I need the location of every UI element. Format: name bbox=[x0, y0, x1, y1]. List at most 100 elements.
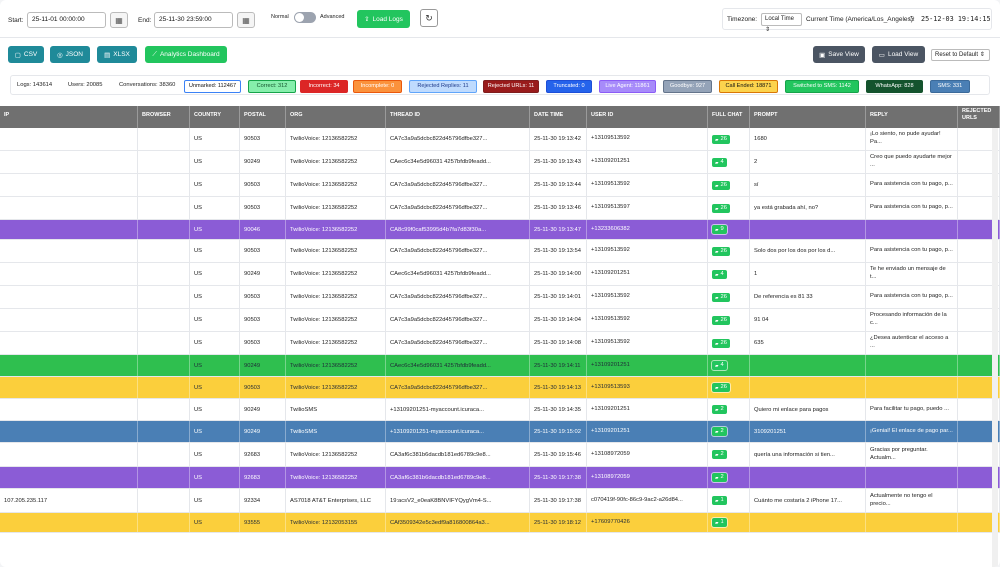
column-header[interactable]: COUNTRY bbox=[190, 106, 240, 128]
filter-chip[interactable]: Unmarked: 112467 bbox=[184, 80, 241, 93]
table-row[interactable]: US 90249 TwilioSMS +13109201251-myaccount.i… bbox=[0, 421, 1000, 443]
start-date-input[interactable]: 25-11-01 00:00:00 bbox=[27, 12, 106, 28]
column-header[interactable]: USER ID bbox=[587, 106, 708, 128]
ip-cell bbox=[0, 240, 138, 262]
full-chat-button[interactable]: ▰ 4 bbox=[711, 360, 728, 371]
table-scrollbar[interactable] bbox=[992, 128, 998, 567]
prompt-cell: quería una información si tien... bbox=[750, 443, 866, 466]
table-row[interactable]: US 90249 TwilioVoice: 12136582252 CAec6c34e… bbox=[0, 263, 1000, 286]
timezone-select[interactable]: Local Time ⇕ bbox=[761, 13, 802, 33]
full-chat-button[interactable]: ▰ 2 bbox=[712, 450, 727, 459]
table-row[interactable]: US 90249 TwilioVoice: 12136582252 CAec6c34e… bbox=[0, 151, 1000, 174]
column-header[interactable]: BROWSER bbox=[138, 106, 190, 128]
save-view-button[interactable]: ▣ Save View bbox=[813, 46, 865, 63]
filter-chip[interactable]: Call Ended: 18871 bbox=[719, 80, 778, 93]
column-header[interactable]: IP bbox=[0, 106, 138, 128]
filter-chip[interactable]: Incorrect: 34 bbox=[300, 80, 348, 93]
mode-toggle[interactable] bbox=[294, 12, 316, 23]
filter-chip[interactable]: Truncated: 0 bbox=[546, 80, 592, 93]
filter-chip[interactable]: Rejected URLs: 11 bbox=[483, 80, 539, 93]
full-chat-button[interactable]: ▰ 26 bbox=[712, 315, 730, 325]
full-chat-button[interactable]: ▰ 26 bbox=[712, 338, 730, 348]
table-row[interactable]: US 90503 TwilioVoice: 12136582252 CA7c3a9a5… bbox=[0, 377, 1000, 399]
load-logs-button[interactable]: ⇪ Load Logs bbox=[357, 10, 410, 28]
full-chat-button[interactable]: ▰ 4 bbox=[712, 157, 727, 167]
table-row[interactable]: US 90503 TwilioVoice: 12136582252 CA7c3a9a5… bbox=[0, 240, 1000, 263]
full-chat-button[interactable]: ▰ 26 bbox=[711, 382, 731, 393]
start-calendar-button[interactable]: ▦ bbox=[110, 12, 128, 28]
clock-icon: ◷ bbox=[909, 16, 915, 22]
table-row[interactable]: US 92683 TwilioVoice: 12136582252 CA3af6c38… bbox=[0, 467, 1000, 489]
column-header[interactable]: POSTAL bbox=[240, 106, 286, 128]
column-header[interactable]: ORG bbox=[286, 106, 386, 128]
full-chat-button[interactable]: ▰ 9 bbox=[711, 224, 728, 235]
table-row[interactable]: US 90503 TwilioVoice: 12136582252 CA7c3a9a5… bbox=[0, 332, 1000, 355]
table-row[interactable]: US 90503 TwilioVoice: 12136582252 CA7c3a9a5… bbox=[0, 309, 1000, 332]
full-chat-button[interactable]: ▰ 4 bbox=[712, 269, 727, 279]
full-chat-cell: ▰ 26 bbox=[708, 286, 750, 308]
full-chat-button[interactable]: ▰ 26 bbox=[712, 246, 730, 256]
table-row[interactable]: US 90503 TwilioVoice: 12136582252 CA7c3a9a5… bbox=[0, 174, 1000, 197]
column-header[interactable]: DATE TIME bbox=[530, 106, 587, 128]
table-row[interactable]: US 90503 TwilioVoice: 12136582252 CA7c3a9a5… bbox=[0, 197, 1000, 220]
table-row[interactable]: US 90503 TwilioVoice: 12136582252 CA7c3a9a5… bbox=[0, 286, 1000, 309]
full-chat-button[interactable]: ▰ 26 bbox=[712, 180, 730, 190]
country-cell: US bbox=[190, 220, 240, 239]
reset-view-select[interactable]: Reset to Default ⇕ bbox=[931, 49, 990, 61]
refresh-button[interactable]: ↻ bbox=[420, 9, 438, 27]
table-row[interactable]: US 90046 TwilioVoice: 12136582252 CA8c99f0c… bbox=[0, 220, 1000, 240]
export-csv-button[interactable]: ▢ CSV bbox=[8, 46, 44, 63]
table-row[interactable]: 107.205.235.117 US 92334 AS7018 AT&T Enterp… bbox=[0, 489, 1000, 513]
column-header[interactable]: THREAD ID bbox=[386, 106, 530, 128]
chat-count: 4 bbox=[720, 270, 724, 277]
filter-chip[interactable]: Incomplete: 0 bbox=[353, 80, 402, 93]
filter-chip[interactable]: Correct: 312 bbox=[248, 80, 296, 93]
chat-count: 26 bbox=[720, 293, 727, 300]
datetime-cell: 25-11-30 19:13:46 bbox=[530, 197, 587, 219]
column-header[interactable]: FULL CHAT bbox=[708, 106, 750, 128]
datetime-cell: 25-11-30 19:18:12 bbox=[530, 513, 587, 532]
postal-cell: 90249 bbox=[240, 399, 286, 420]
postal-cell: 90503 bbox=[240, 377, 286, 398]
chat-count: 26 bbox=[720, 204, 727, 211]
full-chat-button[interactable]: ▰ 26 bbox=[712, 134, 730, 144]
end-calendar-button[interactable]: ▦ bbox=[237, 12, 255, 28]
chat-count: 26 bbox=[720, 135, 727, 142]
load-view-button[interactable]: ▭ Load View bbox=[872, 46, 925, 63]
thread-cell: CA7c3a9a5dcbc822d45796dfbe327... bbox=[386, 332, 530, 354]
chat-count: 9 bbox=[720, 226, 724, 232]
analytics-dashboard-button[interactable]: ⟋ Analytics Dashboard bbox=[145, 46, 227, 63]
user-cell: +13109513592 bbox=[587, 286, 708, 308]
export-xlsx-button[interactable]: ▤ XLSX bbox=[97, 46, 137, 63]
full-chat-button[interactable]: ▰ 2 bbox=[712, 405, 727, 414]
table-row[interactable]: US 93555 TwilioVoice: 12132053155 CAf350934… bbox=[0, 513, 1000, 533]
table-row[interactable]: US 90503 TwilioVoice: 12136582252 CA7c3a9a5… bbox=[0, 128, 1000, 151]
table-row[interactable]: US 90249 TwilioSMS +13109201251-myaccount.i… bbox=[0, 399, 1000, 421]
users-count: Users: 20085 bbox=[68, 82, 103, 88]
full-chat-button[interactable]: ▰ 26 bbox=[712, 203, 730, 213]
prompt-cell: 3109201251 bbox=[750, 421, 866, 442]
column-header[interactable]: REPLY bbox=[866, 106, 958, 128]
filter-chip[interactable]: Rejected Replies: 11 bbox=[409, 80, 477, 93]
thread-cell: CA7c3a9a5dcbc822d45796dfbe327... bbox=[386, 174, 530, 196]
filter-chip[interactable]: WhatsApp: 828 bbox=[866, 80, 923, 93]
filter-chip[interactable]: Goodbye: 927 bbox=[663, 80, 712, 93]
column-header[interactable]: REJECTED URLS bbox=[958, 106, 1000, 128]
full-chat-button[interactable]: ▰ 26 bbox=[712, 292, 730, 302]
empty-cell bbox=[138, 443, 190, 466]
end-date-input[interactable]: 25-11-30 23:59:00 bbox=[154, 12, 233, 28]
table-row[interactable]: US 92683 TwilioVoice: 12136582252 CA3af6c38… bbox=[0, 443, 1000, 467]
country-cell: US bbox=[190, 240, 240, 262]
column-header[interactable]: PROMPT bbox=[750, 106, 866, 128]
full-chat-button[interactable]: ▰ 1 bbox=[711, 517, 728, 528]
filter-chip[interactable]: Live Agent: 11861 bbox=[599, 80, 656, 93]
datetime-cell: 25-11-30 19:14:35 bbox=[530, 399, 587, 420]
export-json-button[interactable]: ◎ JSON bbox=[50, 46, 90, 63]
reply-cell: Actualmente no tengo el precio... bbox=[866, 489, 958, 512]
full-chat-button[interactable]: ▰ 2 bbox=[711, 426, 728, 437]
filter-chip[interactable]: SMS: 331 bbox=[930, 80, 970, 93]
filter-chip[interactable]: Switched to SMS: 1142 bbox=[785, 80, 859, 93]
full-chat-button[interactable]: ▰ 1 bbox=[712, 496, 727, 505]
full-chat-button[interactable]: ▰ 2 bbox=[711, 472, 728, 483]
table-row[interactable]: US 90249 TwilioVoice: 12136582252 CAec6c34e… bbox=[0, 355, 1000, 377]
